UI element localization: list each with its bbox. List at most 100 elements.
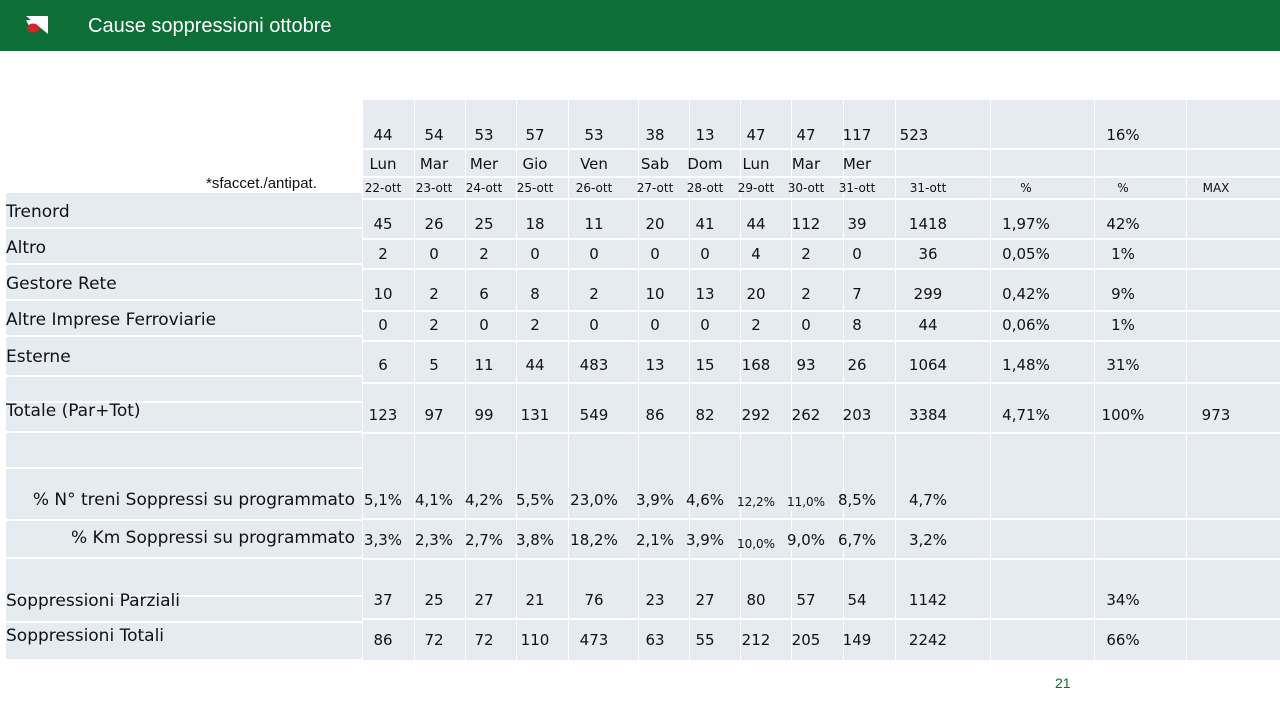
- table-cell: [690, 560, 740, 618]
- header-cell: [792, 100, 843, 148]
- table-cell: [844, 384, 895, 432]
- label-cell: [6, 623, 362, 659]
- table-cell: [844, 342, 895, 382]
- table-cell: [517, 270, 568, 310]
- table-value: 55: [695, 631, 715, 649]
- table-cell: [991, 560, 1094, 618]
- table-cell: [741, 200, 791, 238]
- table-value: 72: [424, 631, 444, 649]
- table-value: 26: [424, 215, 444, 233]
- count-label: 16%: [1106, 126, 1140, 144]
- count-label: 53: [474, 126, 494, 144]
- table-cell: [466, 312, 516, 340]
- table-cell: [415, 200, 465, 238]
- table-cell: [517, 312, 568, 340]
- table-cell: [741, 520, 791, 558]
- label-cell: [6, 403, 362, 431]
- table-cell: [415, 620, 465, 660]
- header-cell: [415, 100, 465, 148]
- table-value: 0: [650, 245, 660, 263]
- table-value: 57: [796, 591, 816, 609]
- table-value: 4,2%: [464, 491, 504, 509]
- table-value: 99: [474, 406, 494, 424]
- table-cell: [741, 312, 791, 340]
- table-value: 34%: [1106, 591, 1140, 609]
- date-label: 23-ott: [415, 181, 453, 195]
- table-value: 6,7%: [837, 531, 877, 549]
- header-cell: [569, 178, 638, 198]
- header-cell: [569, 100, 638, 148]
- count-label: 13: [695, 126, 715, 144]
- table-value: 2242: [908, 631, 948, 649]
- table-cell: [896, 342, 990, 382]
- header-cell: [466, 178, 516, 198]
- date-label: %: [1117, 181, 1129, 195]
- header-cell: [792, 150, 843, 176]
- date-label: 22-ott: [364, 181, 402, 195]
- table-cell: [1187, 342, 1280, 382]
- table-value: 110: [520, 631, 550, 649]
- row-label: Trenord: [6, 202, 70, 222]
- table-value: 3,3%: [363, 531, 403, 549]
- count-label: 57: [525, 126, 545, 144]
- table-value: 0,05%: [1002, 245, 1050, 263]
- header-cell: [415, 178, 465, 198]
- header-cell: [517, 178, 568, 198]
- table-cell: [1187, 434, 1280, 518]
- table-cell: [844, 434, 895, 518]
- weekday-label: Mer: [842, 155, 872, 173]
- header-cell: [363, 178, 414, 198]
- table-cell: [363, 560, 414, 618]
- table-cell: [1187, 240, 1280, 268]
- table-value: 4,7%: [908, 491, 948, 509]
- table-cell: [690, 312, 740, 340]
- header-cell: [690, 150, 740, 176]
- table-value: 42%: [1106, 215, 1140, 233]
- header-cell: [1095, 178, 1186, 198]
- table-cell: [569, 200, 638, 238]
- header-cell: [1187, 178, 1280, 198]
- table-value: 2: [751, 316, 761, 334]
- table-cell: [991, 312, 1094, 340]
- header-cell: [466, 150, 516, 176]
- table-value: 0: [700, 245, 710, 263]
- label-cell: [6, 265, 362, 299]
- table-cell: [1095, 200, 1186, 238]
- table-cell: [1187, 560, 1280, 618]
- table-value: 205: [791, 631, 821, 649]
- table-value: 21: [525, 591, 545, 609]
- table-cell: [1187, 520, 1280, 558]
- table-value: 1064: [908, 356, 948, 374]
- table-cell: [466, 434, 516, 518]
- table-cell: [466, 200, 516, 238]
- table-value: 131: [520, 406, 550, 424]
- table-cell: [639, 560, 689, 618]
- header-cell: [639, 100, 689, 148]
- table-cell: [741, 342, 791, 382]
- table-value: 168: [741, 356, 771, 374]
- table-value: 4: [751, 245, 761, 263]
- table-value: 11: [584, 215, 604, 233]
- table-value: 10,0%: [736, 537, 776, 551]
- table-value: 0: [479, 316, 489, 334]
- table-cell: [569, 270, 638, 310]
- table-cell: [844, 240, 895, 268]
- header-cell: [896, 100, 990, 148]
- table-cell: [690, 434, 740, 518]
- table-cell: [896, 560, 990, 618]
- table-cell: [363, 620, 414, 660]
- table-cell: [792, 312, 843, 340]
- count-label: 38: [645, 126, 665, 144]
- table-value: 8: [530, 285, 540, 303]
- date-label: 26-ott: [575, 181, 613, 195]
- table-cell: [569, 384, 638, 432]
- table-value: 31%: [1106, 356, 1140, 374]
- date-label: MAX: [1202, 181, 1230, 195]
- table-value: 0: [589, 316, 599, 334]
- table-value: 54: [847, 591, 867, 609]
- table-value: 20: [645, 215, 665, 233]
- header-cell: [741, 150, 791, 176]
- table-cell: [466, 560, 516, 618]
- table-cell: [415, 384, 465, 432]
- table-cell: [639, 342, 689, 382]
